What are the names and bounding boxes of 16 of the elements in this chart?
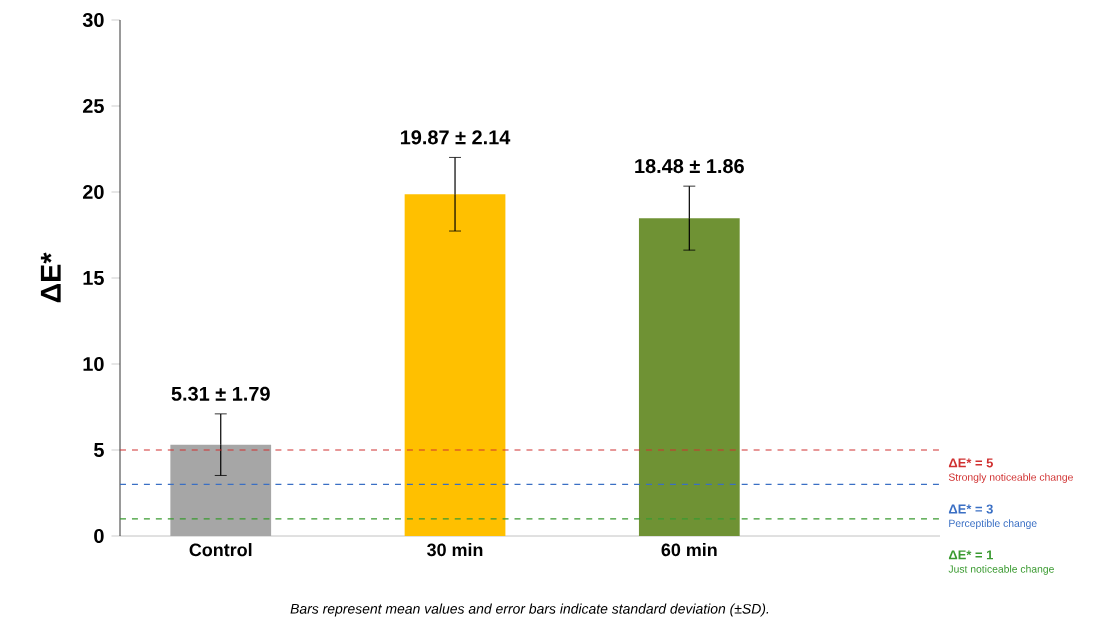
y-tick-label: 20 bbox=[82, 184, 104, 200]
y-tick-label: 15 bbox=[83, 271, 104, 285]
y-tick-label: 25 bbox=[82, 98, 104, 114]
y-tick-label: 5 bbox=[94, 443, 104, 457]
y-tick-label: 30 bbox=[82, 12, 104, 28]
bar bbox=[638, 218, 740, 536]
bar bbox=[404, 194, 506, 536]
data-label: 5.31 ± 1.79 bbox=[171, 386, 270, 401]
x-tick-label: 30 min bbox=[427, 543, 483, 557]
data-label: 18.48 ± 1.86 bbox=[635, 159, 744, 174]
x-tick-label: Control bbox=[189, 543, 252, 557]
x-tick-label: 60 min bbox=[661, 543, 717, 557]
y-tick-label: 10 bbox=[83, 356, 104, 372]
y-tick-label: 0 bbox=[94, 528, 104, 544]
y-axis-title: ΔE* bbox=[40, 252, 61, 303]
data-label: 19.87 ± 2.14 bbox=[400, 130, 511, 145]
